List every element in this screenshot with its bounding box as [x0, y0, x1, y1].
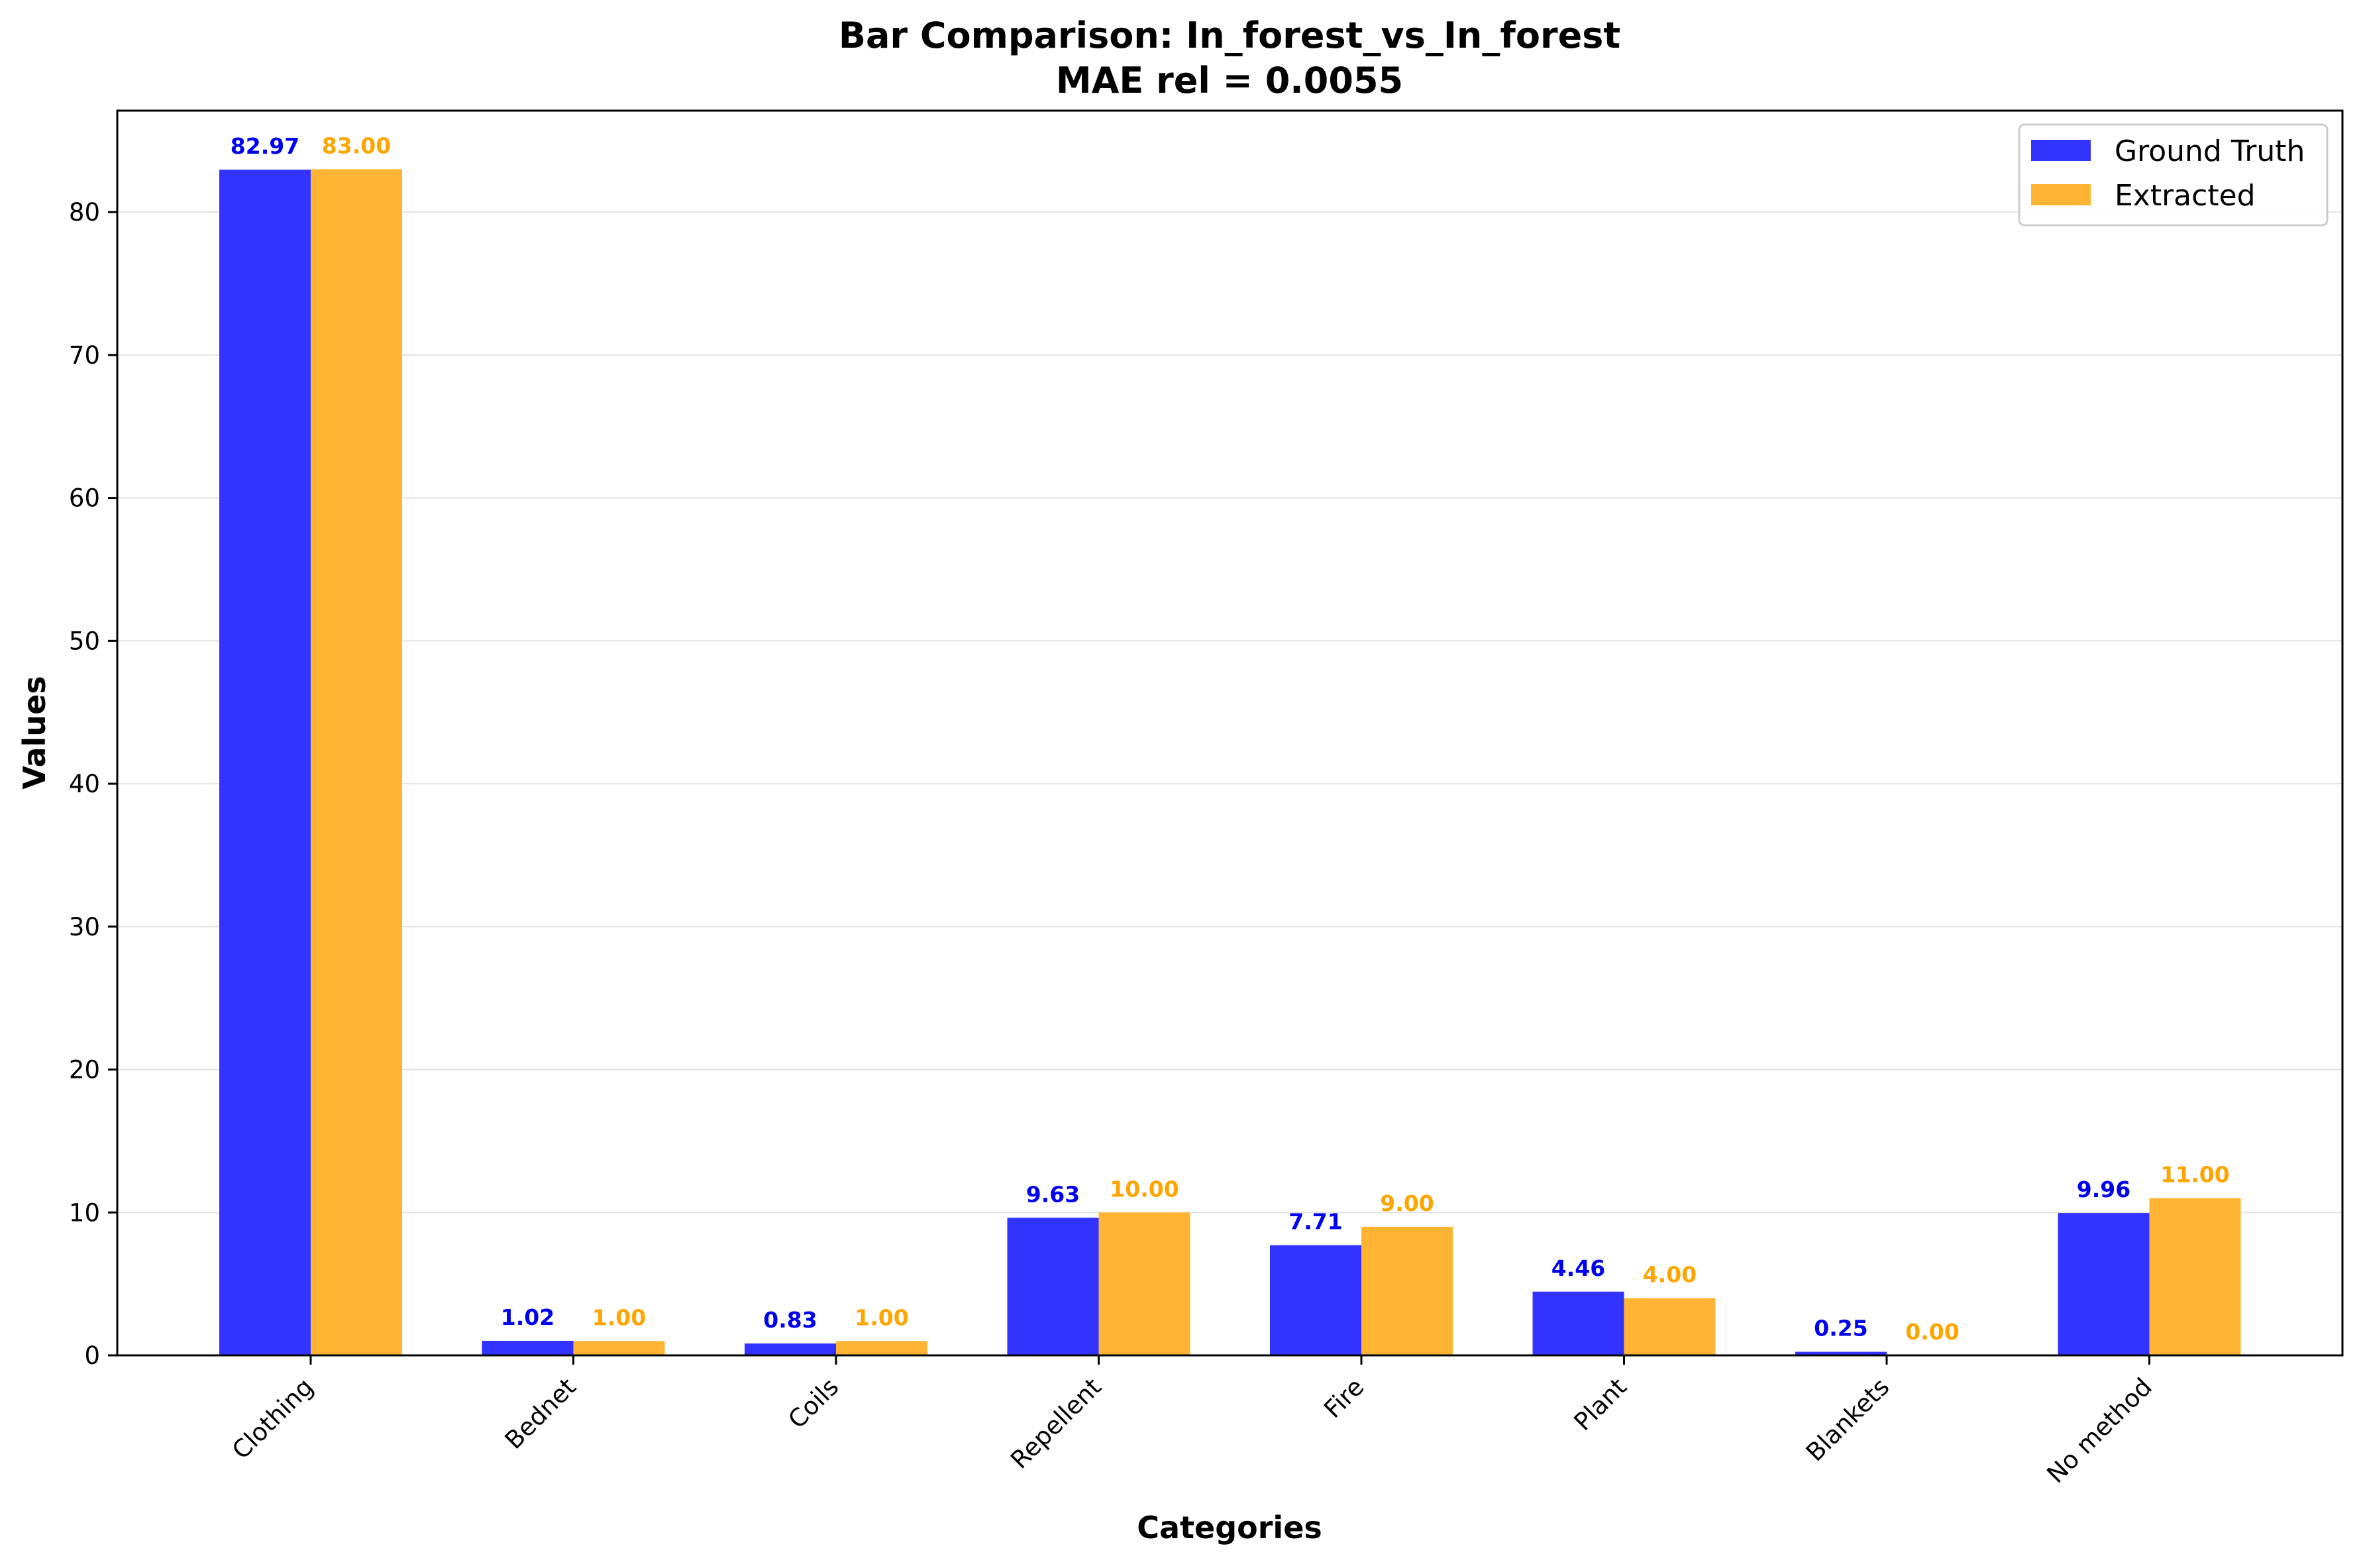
bar-extracted-no-method	[2149, 1198, 2241, 1355]
data-labels: 82.97 83.00 1.02 1.00 0.83 1.00 9.63 10.00 7.71 9…	[231, 132, 2230, 1345]
bar-extracted-repellent	[1098, 1212, 1190, 1355]
data-label-extracted-repellent: 10.00	[1110, 1176, 1179, 1202]
bar-ground-truth-clothing	[219, 170, 311, 1356]
bar-extracted-plant	[1624, 1298, 1716, 1355]
gridlines	[117, 211, 2342, 1214]
x-axis-label: Categories	[1137, 1510, 1322, 1545]
y-tick-label-10: 10	[69, 1198, 100, 1227]
chart-title: Bar Comparison: In_forest_vs_In_forest	[839, 15, 1620, 56]
data-label-ground-truth-clothing: 82.97	[231, 133, 299, 159]
y-tick-label-80: 80	[69, 198, 100, 227]
bar-ground-truth-blankets	[1795, 1351, 1887, 1355]
bar-ground-truth-coils	[745, 1343, 836, 1355]
y-tick-label-70: 70	[69, 341, 100, 370]
data-label-ground-truth-blankets: 0.25	[1814, 1316, 1867, 1341]
y-axis-ticks: 0 10 20 30 40 50 60 70 80	[69, 198, 117, 1370]
bar-extracted-fire	[1361, 1226, 1453, 1355]
legend-box	[2018, 123, 2329, 227]
data-label-ground-truth-repellent: 9.63	[1026, 1181, 1080, 1207]
bar-extracted-coils	[836, 1341, 927, 1355]
bar-ground-truth-bednet	[482, 1340, 574, 1355]
y-tick-label-60: 60	[69, 484, 100, 513]
bar-ground-truth-plant	[1532, 1291, 1624, 1355]
plot-frame	[116, 109, 2344, 1357]
bar-ground-truth-no-method	[2058, 1213, 2150, 1355]
data-label-extracted-fire: 9.00	[1380, 1190, 1434, 1216]
bar-ground-truth-repellent	[1007, 1218, 1099, 1355]
y-axis-label: Values	[17, 676, 52, 789]
legend-swatch-ground-truth	[2031, 140, 2091, 161]
legend-label-ground-truth: Ground Truth	[2115, 134, 2305, 168]
bar-extracted-bednet	[573, 1341, 665, 1355]
data-label-extracted-plant: 4.00	[1643, 1262, 1697, 1288]
y-tick-label-40: 40	[69, 770, 100, 798]
data-label-ground-truth-no-method: 9.96	[2077, 1176, 2130, 1202]
bar-ground-truth-fire	[1270, 1245, 1361, 1355]
y-tick-label-30: 30	[69, 913, 100, 941]
bar-extracted-clothing	[311, 169, 402, 1355]
data-label-ground-truth-bednet: 1.02	[501, 1304, 554, 1330]
y-tick-label-50: 50	[69, 627, 100, 655]
legend-swatch-extracted	[2031, 184, 2091, 205]
data-label-extracted-blankets: 0.00	[1905, 1319, 1959, 1345]
data-label-extracted-no-method: 11.00	[2160, 1162, 2229, 1188]
legend: Ground Truth Extracted	[2018, 123, 2329, 227]
data-label-extracted-coils: 1.00	[855, 1304, 908, 1330]
chart-subtitle: MAE rel = 0.0055	[1056, 60, 1403, 101]
bars	[219, 169, 2241, 1356]
y-tick-label-20: 20	[69, 1056, 100, 1084]
data-label-ground-truth-coils: 0.83	[763, 1307, 817, 1333]
data-label-extracted-clothing: 83.00	[322, 132, 391, 158]
y-tick-label-0: 0	[84, 1341, 100, 1370]
legend-label-extracted: Extracted	[2115, 179, 2256, 213]
data-label-ground-truth-plant: 4.46	[1551, 1255, 1605, 1281]
data-label-ground-truth-fire: 7.71	[1288, 1209, 1342, 1235]
data-label-extracted-bednet: 1.00	[592, 1304, 646, 1330]
